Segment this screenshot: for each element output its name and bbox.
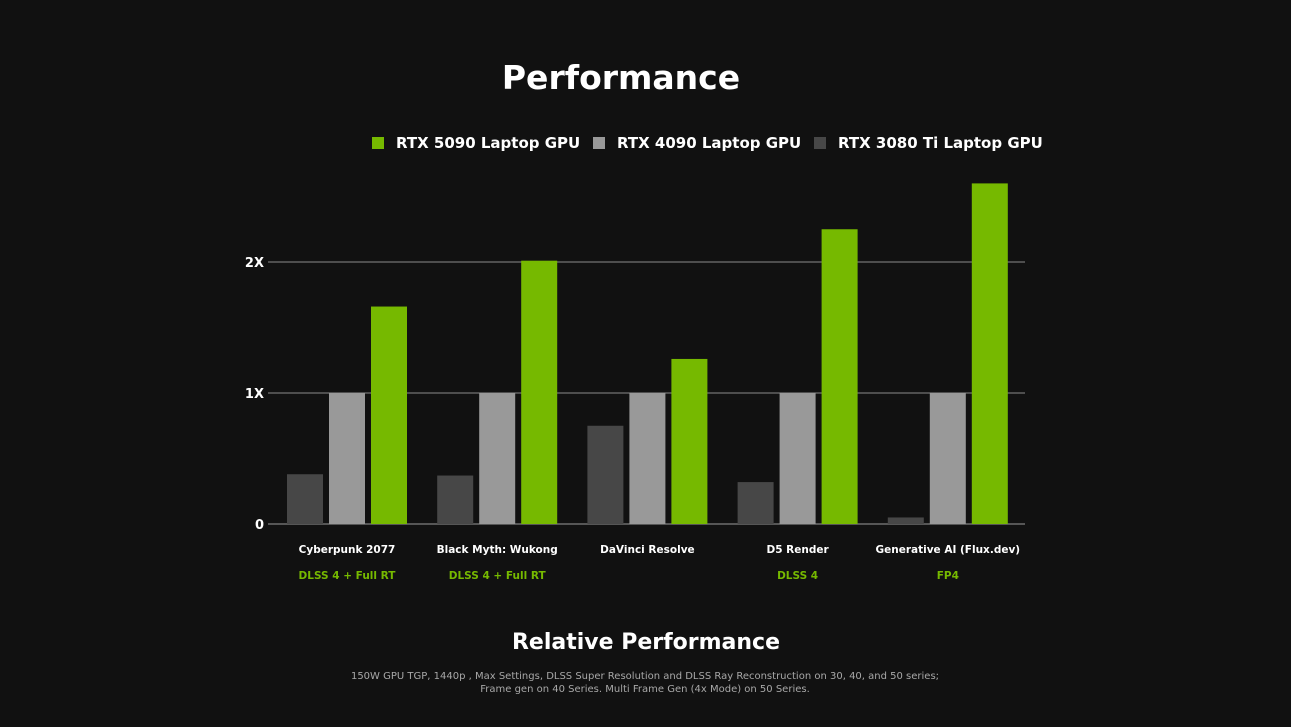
- bar-rtx-4090-laptop-gpu-3: [779, 393, 816, 524]
- category-label: D5 Render: [767, 544, 830, 556]
- category-sublabel: DLSS 4: [777, 570, 818, 582]
- bar-rtx-5090-laptop-gpu-4: [971, 183, 1008, 524]
- bar-rtx-3080-ti-laptop-gpu-1: [437, 475, 474, 524]
- category-label: Generative AI (Flux.dev): [875, 544, 1020, 556]
- category-sublabel: DLSS 4 + Full RT: [449, 570, 547, 582]
- category-label: Cyberpunk 2077: [299, 544, 396, 556]
- category-label: Black Myth: Wukong: [437, 544, 558, 556]
- y-axis-ticks: 0 1X 2X: [245, 256, 264, 533]
- bar-rtx-3080-ti-laptop-gpu-4: [887, 517, 924, 524]
- bar-rtx-4090-laptop-gpu-1: [479, 393, 516, 524]
- bar-rtx-5090-laptop-gpu-0: [371, 306, 407, 524]
- legend-swatch: [372, 137, 384, 149]
- chart-title: Performance: [502, 58, 740, 97]
- bar-rtx-4090-laptop-gpu-4: [929, 393, 966, 524]
- legend-swatch: [814, 137, 826, 149]
- bar-rtx-5090-laptop-gpu-3: [821, 229, 858, 524]
- legend: RTX 5090 Laptop GPU RTX 4090 Laptop GPU RT…: [372, 134, 1043, 152]
- bar-rtx-3080-ti-laptop-gpu-3: [737, 482, 774, 524]
- legend-label: RTX 5090 Laptop GPU: [396, 134, 580, 152]
- bars: [287, 183, 1008, 524]
- bar-rtx-4090-laptop-gpu-0: [329, 393, 365, 524]
- x-axis-categories: Cyberpunk 2077 DLSS 4 + Full RT Black Myth…: [299, 544, 1021, 582]
- x-axis-label: Relative Performance: [512, 630, 780, 655]
- bar-rtx-5090-laptop-gpu-2: [671, 358, 708, 524]
- category-label: DaVinci Resolve: [600, 544, 695, 556]
- bar-rtx-5090-laptop-gpu-1: [521, 260, 558, 524]
- bar-rtx-4090-laptop-gpu-2: [629, 393, 666, 524]
- legend-label: RTX 4090 Laptop GPU: [617, 134, 801, 152]
- bar-rtx-3080-ti-laptop-gpu-0: [287, 474, 323, 524]
- footnote-line-1: 150W GPU TGP, 1440p , Max Settings, DLSS…: [351, 671, 939, 682]
- legend-label: RTX 3080 Ti Laptop GPU: [838, 134, 1043, 152]
- y-tick-label: 0: [255, 518, 264, 533]
- footnote-line-2: Frame gen on 40 Series. Multi Frame Gen …: [480, 684, 810, 695]
- y-tick-label: 2X: [245, 256, 264, 271]
- bar-rtx-3080-ti-laptop-gpu-2: [587, 425, 624, 524]
- legend-swatch: [593, 137, 605, 149]
- category-sublabel: DLSS 4 + Full RT: [299, 570, 397, 582]
- category-sublabel: FP4: [937, 570, 959, 582]
- y-tick-label: 1X: [245, 387, 264, 402]
